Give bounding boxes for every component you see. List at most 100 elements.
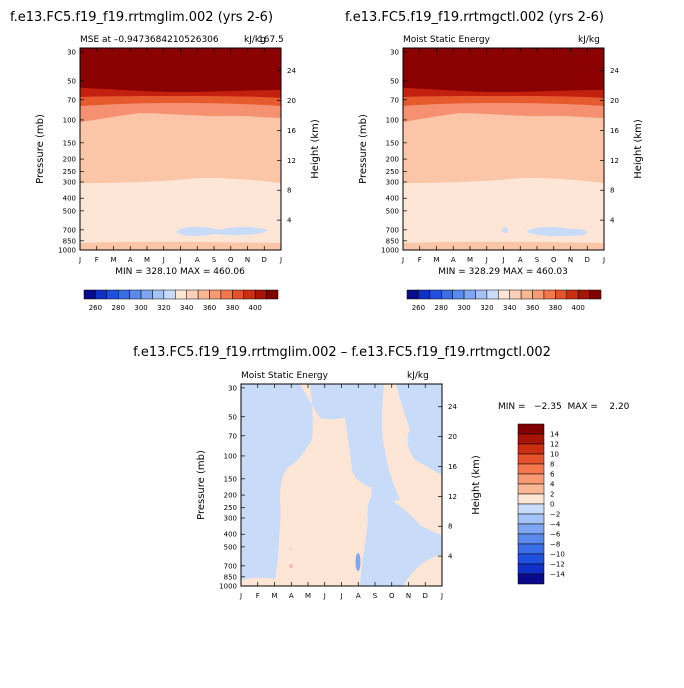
diff-colorbar-swatch xyxy=(517,563,545,575)
right-panel-units: kJ/kg xyxy=(578,35,600,45)
diff-height-tick-label: 24 xyxy=(448,403,457,411)
right-pressure-tick-label: 400 xyxy=(386,195,399,203)
diff-month-tick-label: J xyxy=(239,592,242,600)
left-month-tick-label: M xyxy=(144,256,150,264)
left-height-ticks: 4 8 12 16 20 24 xyxy=(277,67,296,225)
right-pressure-tick-label: 300 xyxy=(386,178,399,186)
right-month-tick-label: A xyxy=(518,256,523,264)
diff-pressure-tick-label: 300 xyxy=(224,514,237,522)
right-colorbar-swatch xyxy=(406,289,419,300)
right-month-tick-label: M xyxy=(433,256,439,264)
left-y2-axis-label: Height (km) xyxy=(310,119,321,179)
left-month-tick-label: F xyxy=(95,256,99,264)
diff-panel-subtitle: Moist Static Energy xyxy=(241,371,329,381)
diff-pressure-tick-label: 850 xyxy=(224,573,237,581)
diff-fill-blue-small xyxy=(270,520,274,528)
diff-pressure-tick-label: 200 xyxy=(224,492,237,500)
right-colorbar-swatch xyxy=(520,289,533,300)
right-pressure-tick-label: 200 xyxy=(386,156,399,164)
right-pressure-tick-label: 150 xyxy=(386,139,399,147)
diff-colorbar-swatch xyxy=(517,423,545,435)
right-height-tick-label: 24 xyxy=(610,67,619,75)
right-height-ticks: 4 8 12 16 20 24 xyxy=(600,67,619,225)
right-colorbar-label: 300 xyxy=(457,304,470,312)
left-colorbar-label: 360 xyxy=(203,304,216,312)
right-height-tick-label: 20 xyxy=(610,97,619,105)
diff-month-tick-label: N xyxy=(406,592,411,600)
right-colorbar-swatch xyxy=(463,289,476,300)
diff-pressure-tick-label: 100 xyxy=(224,452,237,460)
left-colorbar-swatch xyxy=(117,289,130,300)
left-colorbar-swatch xyxy=(197,289,210,300)
diff-fill-blue-deep xyxy=(355,553,361,571)
right-fill-blue-dot xyxy=(502,227,508,233)
diff-pressure-tick-label: 30 xyxy=(228,384,237,392)
diff-colorbar-swatch xyxy=(517,453,545,465)
right-colorbar-swatch xyxy=(532,289,545,300)
left-pressure-tick-label: 30 xyxy=(67,48,76,56)
diff-colorbar-swatch xyxy=(517,543,545,555)
diff-pressure-tick-label: 70 xyxy=(228,432,237,440)
left-month-tick-label: J xyxy=(162,256,165,264)
left-panel: MSE at –0.9473684210526306 kJ/kg 167.5 3… xyxy=(35,35,321,277)
right-colorbar-swatch xyxy=(452,289,465,300)
left-colorbar: 260 280 300 320 340 360 380 400 xyxy=(83,289,279,312)
right-colorbar-label: 320 xyxy=(480,304,493,312)
diff-month-tick-label: O xyxy=(389,592,395,600)
diff-fill-pink-dot xyxy=(289,564,293,568)
right-pressure-tick-label: 1000 xyxy=(381,247,399,255)
diff-fill-pink-dot2 xyxy=(289,547,293,551)
right-month-tick-label: J xyxy=(401,256,404,264)
right-fill-dark xyxy=(403,48,604,92)
left-fill-dark xyxy=(80,48,281,92)
left-pressure-tick-label: 50 xyxy=(67,77,76,85)
right-colorbar-swatch xyxy=(555,289,568,300)
right-month-tick-label: M xyxy=(467,256,473,264)
left-pressure-tick-label: 500 xyxy=(63,207,76,215)
diff-month-tick-label: D xyxy=(423,592,428,600)
left-colorbar-swatch xyxy=(209,289,222,300)
right-stats: MIN = 328.29 MAX = 460.03 xyxy=(438,267,568,277)
left-pressure-tick-label: 1000 xyxy=(58,247,76,255)
right-month-tick-label: F xyxy=(418,256,422,264)
left-pressure-tick-label: 150 xyxy=(63,139,76,147)
right-month-tick-label: J xyxy=(602,256,605,264)
left-colorbar-label: 280 xyxy=(112,304,125,312)
right-colorbar-swatch xyxy=(566,289,579,300)
left-month-tick-label: M xyxy=(110,256,116,264)
right-month-tick-label: S xyxy=(535,256,540,264)
right-panel-title: f.e13.FC5.f19_f19.rrtmgctl.002 (yrs 2-6) xyxy=(345,10,604,25)
diff-height-tick-label: 4 xyxy=(448,553,453,561)
diff-colorbar-label: 10 xyxy=(550,451,559,459)
right-colorbar-label: 360 xyxy=(526,304,539,312)
left-colorbar-swatch xyxy=(140,289,153,300)
right-colorbar-swatch xyxy=(475,289,488,300)
left-colorbar-swatch xyxy=(232,289,245,300)
diff-colorbar-label: −8 xyxy=(550,541,560,549)
right-colorbar-swatch xyxy=(418,289,431,300)
diff-colorbar-label: 0 xyxy=(550,501,554,509)
diff-pressure-tick-label: 1000 xyxy=(219,583,237,591)
diff-pressure-tick-label: 150 xyxy=(224,475,237,483)
left-stats: MIN = 328.10 MAX = 460.06 xyxy=(115,267,245,277)
right-pressure-tick-label: 100 xyxy=(386,116,399,124)
left-colorbar-label: 380 xyxy=(226,304,239,312)
diff-pressure-tick-label: 250 xyxy=(224,504,237,512)
left-colorbar-swatch xyxy=(95,289,108,300)
diff-colorbar-label: 14 xyxy=(550,431,559,439)
diff-y-axis-label: Pressure (mb) xyxy=(196,450,207,520)
left-month-tick-label: A xyxy=(128,256,133,264)
left-colorbar-swatch xyxy=(220,289,233,300)
diff-colorbar-label: −10 xyxy=(550,551,565,559)
diff-fill-cream-bottom-left xyxy=(241,577,285,586)
left-colorbar-swatch xyxy=(106,289,119,300)
right-colorbar-swatch xyxy=(509,289,522,300)
diff-stats: MIN = −2.35 MAX = 2.20 xyxy=(498,402,630,412)
right-colorbar: 260 280 300 320 340 360 380 400 xyxy=(406,289,602,312)
left-pressure-tick-label: 250 xyxy=(63,168,76,176)
diff-panel: Moist Static Energy kJ/kg 30507010015020… xyxy=(196,371,630,600)
left-pressure-tick-label: 700 xyxy=(63,226,76,234)
right-month-tick-label: J xyxy=(485,256,488,264)
right-pressure-tick-label: 70 xyxy=(390,96,399,104)
